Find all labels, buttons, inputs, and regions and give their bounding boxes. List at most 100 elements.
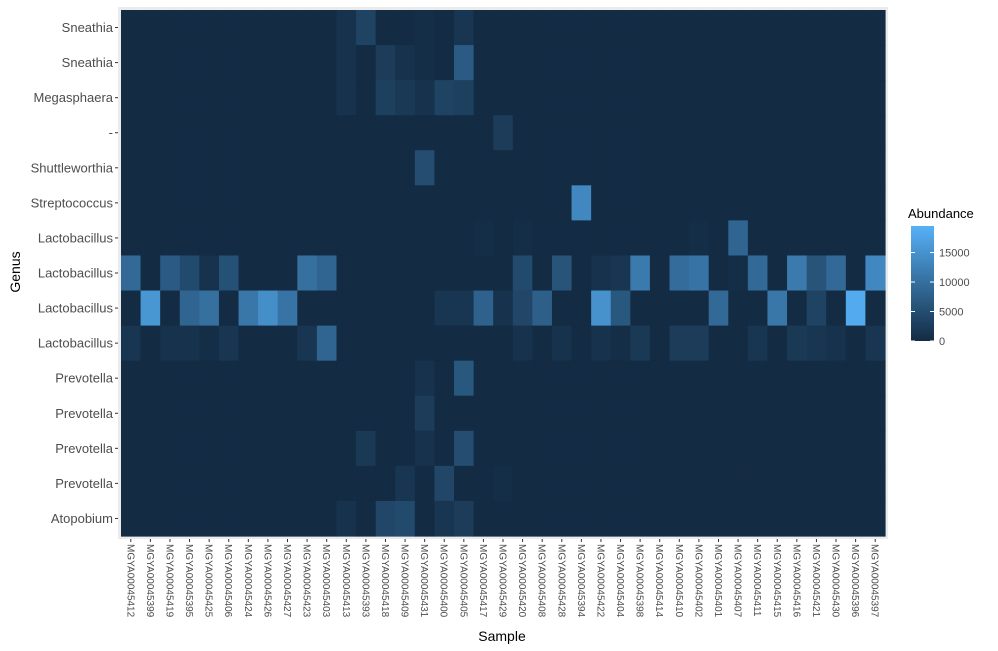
x-tick-label: MGYA00045407 [732, 544, 743, 618]
heatmap-cell [121, 465, 142, 502]
heatmap-cell [787, 430, 808, 467]
heatmap-cell [258, 500, 279, 537]
heatmap-cell [140, 185, 161, 221]
heatmap-cell [258, 115, 279, 151]
heatmap-cell [689, 80, 710, 116]
x-tick-label: MGYA00045413 [340, 544, 351, 618]
heatmap-cell [591, 220, 612, 257]
heatmap-cell [826, 80, 847, 116]
heatmap-cell [826, 290, 847, 327]
heatmap-cell [434, 10, 455, 46]
heatmap-cell [708, 465, 729, 502]
heatmap-cell [747, 465, 769, 502]
heatmap-cell [218, 80, 240, 116]
heatmap-cell [356, 430, 377, 467]
heatmap-cell [238, 220, 259, 257]
heatmap-cell [865, 500, 886, 537]
x-tick-label: MGYA00045399 [144, 544, 155, 618]
x-tick-label: MGYA00045409 [399, 544, 410, 618]
heatmap-cell [787, 10, 808, 46]
y-tick-label: Megasphaera [34, 90, 114, 105]
heatmap-cell [551, 290, 573, 327]
heatmap-cell [434, 255, 455, 292]
heatmap-cell [238, 465, 259, 502]
x-tick-label: MGYA00045403 [320, 544, 331, 618]
heatmap-cell [669, 150, 690, 186]
heatmap-cell [493, 150, 514, 186]
heatmap-cell [454, 115, 475, 151]
heatmap-cell [238, 10, 259, 46]
heatmap-cell [473, 255, 494, 292]
heatmap-cell [199, 80, 220, 116]
heatmap-cell [493, 10, 514, 46]
heatmap-cell [316, 325, 338, 362]
heatmap-cell [649, 465, 671, 502]
heatmap-cell [767, 150, 788, 186]
heatmap-cell [630, 325, 651, 362]
x-tick-label: MGYA00045424 [242, 544, 253, 618]
heatmap-cell [493, 220, 514, 257]
heatmap-cell [826, 465, 847, 502]
heatmap-cell [414, 115, 436, 151]
heatmap-cell [160, 255, 181, 292]
heatmap-cell [532, 220, 553, 257]
legend-tick-label: 15000 [939, 248, 970, 260]
heatmap-cell [375, 220, 396, 257]
heatmap-cell [571, 290, 592, 327]
heatmap-cell [649, 80, 671, 116]
heatmap-cell [845, 290, 867, 327]
heatmap-cell [728, 290, 749, 327]
heatmap-cell [356, 45, 377, 81]
heatmap-cell [258, 290, 279, 327]
heatmap-cell [845, 220, 867, 257]
heatmap-cell [375, 185, 396, 221]
heatmap-cell [297, 290, 318, 327]
heatmap-cell [767, 360, 788, 397]
heatmap-cell [571, 325, 592, 362]
heatmap-cell [747, 150, 769, 186]
heatmap-cell [551, 115, 573, 151]
heatmap-cell [316, 220, 338, 257]
heatmap-cell [218, 290, 240, 327]
heatmap-cell [865, 255, 886, 292]
x-tick-label: MGYA00045408 [536, 544, 547, 618]
heatmap-cell [845, 10, 867, 46]
heatmap-cell [454, 150, 475, 186]
heatmap-cell [395, 465, 416, 502]
heatmap-cell [767, 255, 788, 292]
heatmap-cell [297, 325, 318, 362]
y-axis-title: Genus [7, 251, 23, 292]
heatmap-cell [434, 80, 455, 116]
heatmap-cell [277, 80, 298, 116]
heatmap-cell [767, 500, 788, 537]
heatmap-cell [512, 395, 533, 432]
heatmap-cell [747, 80, 769, 116]
heatmap-cell [395, 395, 416, 432]
heatmap-cell [787, 150, 808, 186]
heatmap-cell [512, 10, 533, 46]
heatmap-cell [787, 325, 808, 362]
heatmap-cell [336, 185, 357, 221]
heatmap-cell [218, 115, 240, 151]
heatmap-cell [610, 325, 631, 362]
heatmap-cell [179, 115, 200, 151]
heatmap-cell [356, 395, 377, 432]
heatmap-cell [747, 395, 769, 432]
heatmap-cell [806, 10, 827, 46]
heatmap-cell [747, 10, 769, 46]
heatmap-cell [689, 220, 710, 257]
heatmap-cell [277, 500, 298, 537]
heatmap-cell [689, 255, 710, 292]
heatmap-cell [121, 290, 142, 327]
heatmap-cell [316, 150, 338, 186]
heatmap-cell [277, 115, 298, 151]
heatmap-cell [826, 150, 847, 186]
heatmap-cell [728, 185, 749, 221]
heatmap-cell [356, 360, 377, 397]
heatmap-cell [591, 10, 612, 46]
heatmap-cell [649, 430, 671, 467]
heatmap-cell [591, 45, 612, 81]
heatmap-cell [826, 45, 847, 81]
heatmap-cell [160, 500, 181, 537]
heatmap-cell [551, 220, 573, 257]
